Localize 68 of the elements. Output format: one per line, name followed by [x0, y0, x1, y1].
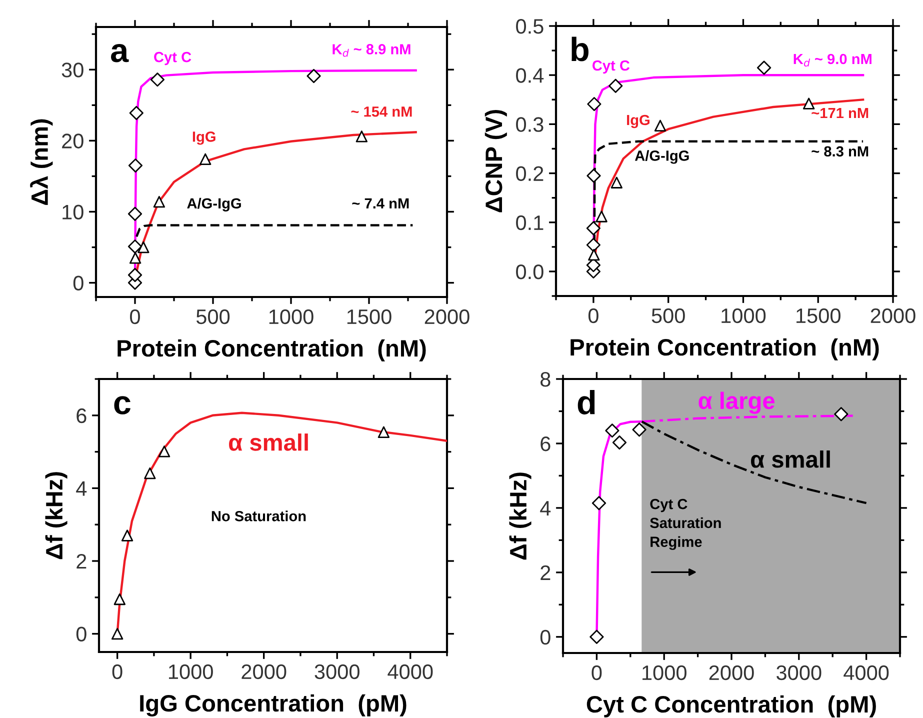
annotation: K$_{d}$ ~ 9.0 nM	[794, 54, 872, 67]
x-tick-label: 2000	[870, 308, 916, 324]
y-tick-label: 4	[540, 501, 551, 516]
x-tick-label: 1000	[168, 664, 213, 680]
x-tick-label: 1000	[642, 665, 686, 680]
annotation: ~ 7.4 nM	[352, 198, 409, 208]
x-axis-title: Protein Concentration (nM)	[118, 339, 426, 362]
y-tick-label: 0	[73, 276, 84, 291]
y-tick-label: 20	[62, 134, 84, 148]
y-tick-label: 6	[540, 436, 550, 452]
annotation: ~ 154 nM	[351, 106, 412, 117]
y-axis-title: Δλ (nm)	[30, 119, 53, 205]
annotation: No Saturation	[212, 510, 306, 522]
y-tick-label: 0.1	[516, 215, 544, 230]
y-tick-label: 6	[76, 408, 86, 424]
chart-title: c	[114, 396, 130, 414]
x-tick-label: 2000	[709, 665, 754, 680]
y-tick-label: 30	[62, 62, 84, 78]
y-tick-label: 0.3	[516, 117, 544, 132]
y-tick-label: 0	[540, 630, 550, 645]
annotation: K$_{d}$ ~ 8.9 nM	[332, 44, 410, 57]
x-tick-label: 0	[130, 309, 140, 324]
x-tick-label: 4000	[388, 664, 433, 680]
y-tick-label: 0.2	[516, 166, 544, 182]
x-tick-label: 0	[592, 665, 602, 680]
x-tick-label: 0	[112, 664, 122, 680]
x-axis-title: Protein Concentration (nM)	[570, 338, 879, 360]
y-tick-label: 2	[540, 565, 550, 580]
x-axis-title: IgG Concentration (pM)	[140, 694, 406, 716]
series-label: IgG	[627, 114, 650, 128]
y-tick-label: 0	[76, 626, 86, 642]
x-tick-label: 1000	[269, 309, 314, 324]
y-axis-title: Δf (kHz)	[509, 472, 532, 560]
y-tick-label: 4	[76, 481, 87, 496]
y-tick-label: 2	[76, 554, 86, 569]
series-label: A/G-IgG	[187, 198, 241, 212]
annotation: α large	[698, 392, 775, 414]
annotation: Cyt C Saturation Regime	[650, 498, 721, 550]
x-tick-label: 500	[196, 309, 230, 324]
x-tick-label: 4000	[844, 665, 889, 680]
y-tick-label: 0.4	[516, 68, 544, 83]
series-label: Cyt C	[592, 60, 630, 74]
y-tick-label: 0.5	[516, 19, 544, 34]
x-tick-label: 500	[652, 308, 685, 324]
series-label: Cyt C	[154, 52, 192, 66]
y-tick-label: 10	[62, 204, 84, 220]
x-tick-label: 3000	[776, 665, 822, 680]
x-axis-title: Cyt C Concentration (pM)	[586, 695, 876, 718]
chart-title: a	[111, 44, 129, 62]
series-label: A/G-IgG	[634, 150, 689, 164]
x-tick-label: 2000	[424, 309, 470, 324]
y-axis-title: ΔCNP (V)	[484, 110, 507, 212]
annotation: α small	[751, 450, 830, 468]
series-label: IgG	[192, 131, 216, 145]
x-tick-label: 1500	[347, 309, 392, 324]
x-tick-label: 0	[588, 308, 598, 324]
y-axis-title: Δf (kHz)	[45, 472, 68, 560]
x-tick-label: 1000	[722, 308, 766, 324]
series-label: α small	[229, 434, 308, 451]
annotation: ~ 8.3 nM	[812, 146, 868, 157]
x-tick-label: 1500	[796, 308, 840, 324]
y-tick-label: 8	[540, 372, 550, 387]
chart-title: d	[578, 390, 595, 414]
annotation: ~171 nM	[812, 108, 868, 118]
y-tick-label: 0.0	[516, 264, 544, 280]
x-tick-label: 3000	[314, 664, 360, 680]
chart-title: b	[572, 36, 588, 62]
x-tick-label: 2000	[242, 664, 286, 680]
